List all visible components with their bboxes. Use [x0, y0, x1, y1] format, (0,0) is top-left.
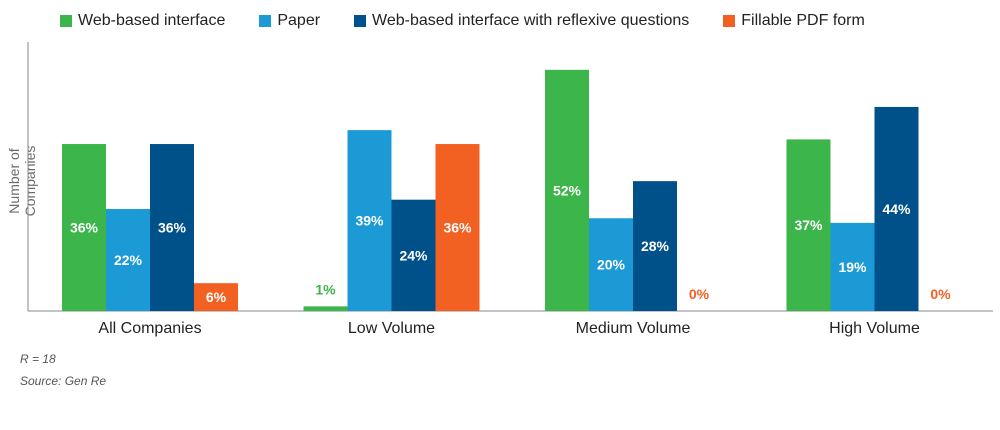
- legend-item: Web-based interface: [60, 12, 225, 30]
- legend-label: Web-based interface: [78, 12, 226, 29]
- category-label: High Volume: [829, 320, 920, 337]
- respondent-count-note: R = 18: [20, 352, 56, 366]
- legend-swatch: [354, 15, 367, 27]
- data-label: 44%: [882, 201, 911, 217]
- legend-label: Web-based interface with reflexive quest…: [372, 12, 690, 29]
- bar: [874, 106, 919, 312]
- legend-label: Paper: [277, 12, 321, 29]
- bar: [545, 69, 589, 312]
- legend-item: Paper: [259, 12, 320, 30]
- bar: [633, 181, 677, 311]
- legend-item: Fillable PDF form: [723, 12, 865, 30]
- data-label: 1%: [315, 281, 336, 297]
- legend-swatch: [723, 15, 736, 27]
- chart-legend: Web-based interface Paper Web-based interf…: [60, 12, 899, 30]
- data-label: 0%: [689, 286, 710, 302]
- data-label: 19%: [838, 259, 867, 275]
- bar: [106, 208, 150, 311]
- bar: [62, 144, 106, 311]
- bar: [830, 222, 875, 311]
- data-label: 24%: [399, 247, 428, 263]
- bar: [435, 144, 480, 311]
- legend-item: Web-based interface with reflexive quest…: [354, 12, 689, 30]
- data-label: 36%: [443, 220, 472, 236]
- category-label: Low Volume: [348, 320, 435, 337]
- data-label: 52%: [553, 182, 582, 198]
- data-label: 37%: [794, 217, 823, 233]
- source-note: Source: Gen Re: [20, 374, 107, 388]
- category-label: All Companies: [98, 320, 201, 337]
- bar: [150, 144, 194, 311]
- legend-label: Fillable PDF form: [741, 12, 865, 29]
- bar: [303, 306, 348, 311]
- data-label: 36%: [158, 220, 187, 236]
- legend-swatch: [60, 15, 72, 27]
- bar: [589, 218, 633, 311]
- data-label: 22%: [114, 252, 143, 268]
- bar: [786, 139, 831, 311]
- data-label: 36%: [70, 220, 99, 236]
- data-label: 20%: [597, 257, 626, 273]
- data-label: 28%: [641, 238, 670, 254]
- chart-notes: R = 18 Source: Gen Re: [20, 348, 106, 392]
- bar: [194, 283, 238, 311]
- category-label: Medium Volume: [576, 320, 691, 337]
- data-label: 6%: [206, 289, 227, 305]
- data-label: 39%: [355, 213, 384, 229]
- data-label: 0%: [930, 286, 951, 302]
- legend-swatch: [259, 15, 272, 27]
- bar: [347, 130, 392, 311]
- bar: [391, 199, 436, 311]
